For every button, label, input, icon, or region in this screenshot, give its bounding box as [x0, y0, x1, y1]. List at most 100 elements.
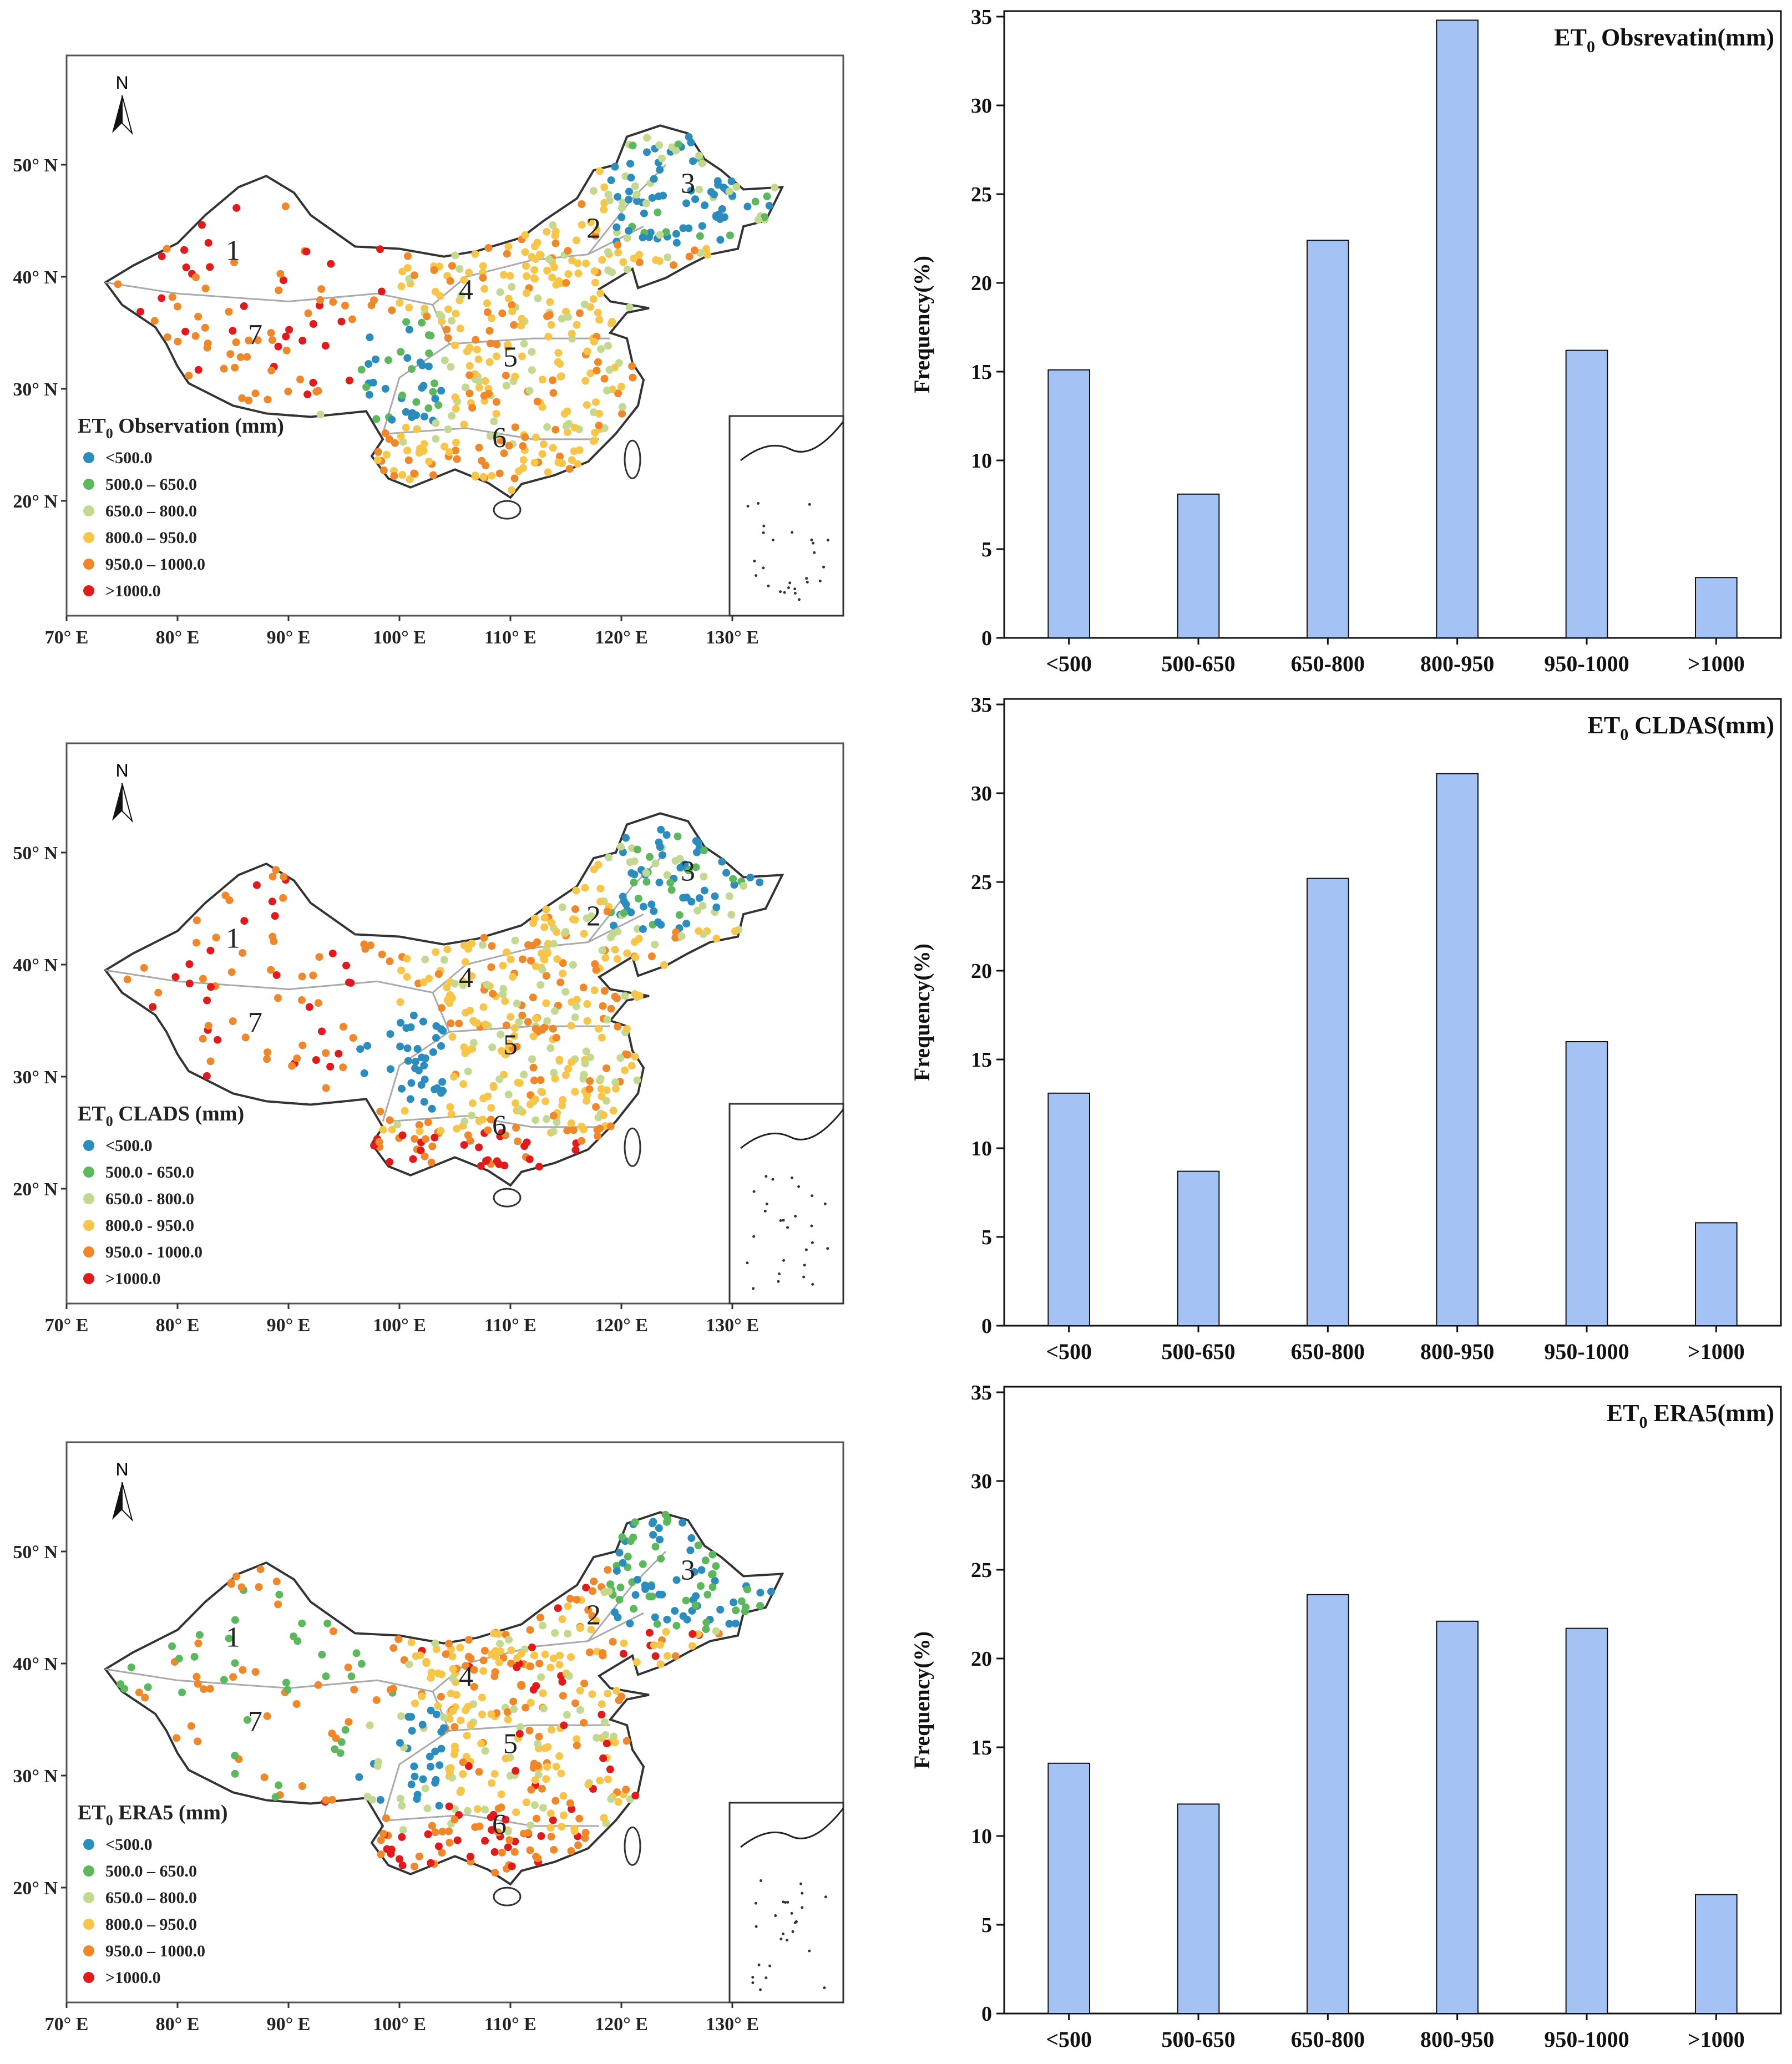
station-dot — [366, 333, 374, 342]
station-dot — [615, 1595, 624, 1604]
station-dot — [528, 348, 536, 356]
station-dot — [586, 1053, 594, 1062]
legend-swatch — [83, 1167, 94, 1178]
station-dot — [708, 1583, 717, 1591]
bar — [1307, 878, 1349, 1327]
station-dot — [231, 1659, 239, 1667]
station-dot — [580, 1718, 588, 1727]
station-dot — [470, 1666, 478, 1674]
station-dot — [420, 1061, 428, 1069]
station-dot — [331, 1745, 339, 1753]
station-dot — [597, 1084, 605, 1093]
station-dot — [397, 1084, 406, 1093]
station-dot — [473, 346, 481, 354]
inset-island — [757, 1963, 761, 1966]
station-dot — [731, 927, 740, 935]
station-dot — [587, 912, 595, 920]
station-dot — [589, 295, 598, 303]
station-dot — [540, 1705, 548, 1713]
bar — [1047, 1092, 1091, 1326]
station-dot — [397, 966, 406, 975]
station-dot — [438, 1827, 447, 1835]
station-dot — [494, 1804, 503, 1813]
station-dot — [716, 1605, 725, 1614]
lon-tick-label: 90° E — [267, 627, 311, 648]
station-dot — [530, 1651, 539, 1660]
station-dot — [421, 413, 429, 421]
station-dot — [607, 176, 615, 184]
station-dot — [363, 1793, 372, 1801]
station-dot — [567, 1119, 575, 1128]
station-dot — [203, 343, 211, 352]
station-dot — [158, 294, 166, 302]
station-dot — [453, 1124, 461, 1133]
plot-frame — [1003, 1386, 1782, 2015]
station-dot — [336, 1749, 345, 1757]
station-dot — [460, 420, 468, 429]
inset-island — [759, 1988, 762, 1991]
station-dot — [488, 942, 496, 950]
legend-item-label: >1000.0 — [105, 582, 161, 600]
station-dot — [256, 1565, 265, 1574]
station-dot — [573, 1741, 581, 1749]
station-dot — [682, 199, 691, 207]
station-dot — [593, 366, 601, 374]
station-dot — [559, 1792, 568, 1800]
station-dot — [546, 1809, 555, 1818]
station-dot — [606, 1122, 615, 1130]
station-dot — [555, 452, 564, 460]
station-dot — [626, 1537, 635, 1545]
station-dot — [487, 1710, 495, 1718]
inset-island — [811, 1282, 814, 1286]
station-dot — [285, 326, 293, 334]
station-dot — [696, 1582, 705, 1590]
station-dot — [576, 1624, 584, 1632]
station-dot — [558, 459, 566, 468]
region-number: 2 — [586, 900, 601, 932]
station-dot — [510, 1848, 519, 1856]
station-dot — [594, 358, 602, 366]
station-dot — [555, 1752, 564, 1760]
station-dot — [555, 1056, 564, 1064]
station-dot — [455, 1020, 463, 1028]
station-dot — [424, 1118, 432, 1127]
station-dot — [612, 223, 621, 231]
inset-island — [822, 565, 826, 569]
station-dot — [173, 302, 181, 311]
station-dot — [409, 1011, 418, 1020]
station-dot — [506, 272, 514, 280]
station-dot — [463, 347, 471, 356]
station-dot — [650, 175, 658, 183]
station-dot — [462, 383, 470, 392]
bar — [1047, 1762, 1091, 2014]
station-dot — [631, 1052, 639, 1061]
station-dot — [519, 456, 528, 464]
station-dot — [178, 1688, 186, 1697]
station-dot — [339, 1023, 347, 1031]
station-dot — [465, 371, 474, 379]
station-dot — [543, 1763, 551, 1771]
station-dot — [568, 329, 576, 338]
station-dot — [407, 1781, 416, 1789]
station-dot — [635, 258, 644, 266]
station-dot — [711, 1576, 719, 1585]
inset-island — [753, 559, 756, 562]
station-dot — [446, 1768, 454, 1776]
station-dot — [214, 1036, 222, 1044]
station-dot — [426, 1752, 434, 1761]
station-dot — [693, 906, 702, 915]
station-dot — [448, 262, 456, 270]
station-dot — [282, 332, 290, 341]
inset-island — [782, 1219, 785, 1222]
station-dot — [576, 1706, 584, 1714]
station-dot — [590, 1577, 598, 1585]
station-dot — [220, 364, 228, 373]
station-dot — [712, 1627, 720, 1635]
inset-island — [779, 1219, 782, 1223]
bar — [1436, 1620, 1479, 2014]
station-dot — [567, 1058, 575, 1066]
station-dot — [371, 355, 379, 363]
station-dot — [376, 245, 384, 253]
station-dot — [633, 1575, 641, 1584]
station-dot — [451, 393, 459, 402]
